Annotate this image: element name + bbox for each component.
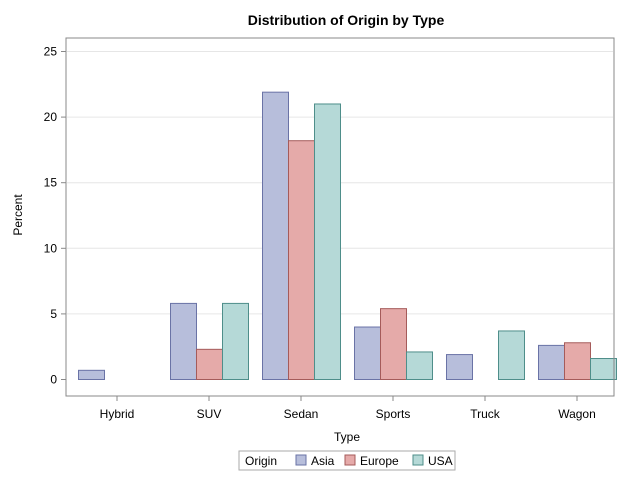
y-axis-ticks: 0 5 10 15 20 25 [44,45,66,387]
y-tick-label: 15 [44,176,58,190]
y-tick-label: 0 [50,373,57,387]
y-tick-label: 25 [44,45,58,59]
y-tick-label: 10 [44,241,58,255]
x-tick-label: Sedan [284,407,319,421]
legend-label-asia: Asia [311,454,335,468]
legend-label-usa: USA [428,454,453,468]
bar-sedan-usa [314,103,341,380]
bar-sedan-europe [288,140,315,380]
plot-frame [65,37,615,397]
bar-sports-usa [406,351,433,380]
legend-swatch-asia [295,454,307,466]
bar-sports-europe [380,308,407,381]
bar-wagon-europe [564,342,591,381]
bar-suv-asia [170,302,197,380]
bar-sports-asia [354,326,381,380]
x-tick-label: Wagon [558,407,596,421]
chart-title: Distribution of Origin by Type [248,12,445,28]
bar-suv-europe [196,348,223,381]
legend-swatch-europe [344,454,356,466]
y-axis-title: Percent [11,194,25,236]
x-tick-label: Sports [376,407,411,421]
axes [65,37,615,397]
bars [78,91,617,381]
bar-wagon-asia [538,344,565,380]
x-tick-label: Truck [470,407,501,421]
x-axis-ticks: Hybrid SUV Sedan Sports Truck Wagon [100,396,596,421]
legend-swatch-usa [412,454,424,466]
bar-suv-usa [222,302,249,380]
legend: Origin Asia Europe USA [238,450,456,471]
bar-hybrid-asia [78,369,105,381]
legend-label-europe: Europe [360,454,399,468]
bar-wagon-usa [590,358,617,380]
bar-truck-usa [498,330,525,380]
y-tick-label: 5 [50,307,57,321]
x-tick-label: SUV [197,407,222,421]
bar-sedan-asia [262,91,289,380]
y-tick-label: 20 [44,110,58,124]
bar-truck-asia [446,354,473,380]
legend-title: Origin [245,454,277,468]
x-axis-title: Type [334,430,360,444]
x-tick-label: Hybrid [100,407,135,421]
